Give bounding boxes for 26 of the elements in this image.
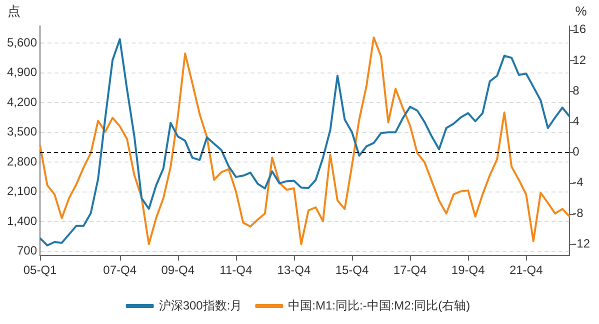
y-tick-label: 5,600 xyxy=(7,35,38,50)
legend-label: 沪深300指数:月 xyxy=(158,298,242,312)
y2-tick-label: 16 xyxy=(572,22,586,36)
y-tick-label: 2,100 xyxy=(7,184,38,198)
x-tick-label: 19-Q4 xyxy=(451,263,486,278)
x-tick-label: 17-Q4 xyxy=(393,263,428,278)
x-tick-label: 21-Q4 xyxy=(509,263,544,278)
legend-label: 中国:M1:同比:-中国:M2:同比(右轴) xyxy=(288,298,470,312)
y-tick-label: 2,800 xyxy=(7,154,38,168)
y-tick-label: 700 xyxy=(17,244,38,258)
y-tick-label: 3,500 xyxy=(7,124,38,139)
y-tick-label: 4,200 xyxy=(7,94,38,109)
y2-tick-label: -12 xyxy=(572,236,590,250)
y2-tick-label: -4 xyxy=(572,175,584,190)
x-tick-label: 05-Q1 xyxy=(23,263,58,278)
y-tick-label: 1,400 xyxy=(7,214,38,228)
x-tick-label: 15-Q4 xyxy=(335,263,369,278)
x-tick-label: 09-Q4 xyxy=(161,263,195,278)
y-tick-label: 4,900 xyxy=(7,65,38,80)
x-tick-label: 07-Q4 xyxy=(103,263,137,278)
x-tick-label: 13-Q4 xyxy=(277,263,311,278)
x-tick-label: 11-Q4 xyxy=(220,263,252,278)
y2-axis-title: % xyxy=(575,4,588,19)
y2-tick-label: 12 xyxy=(572,52,586,67)
y-axis-title: 点 xyxy=(8,4,20,19)
y2-tick-label: -8 xyxy=(572,206,584,220)
